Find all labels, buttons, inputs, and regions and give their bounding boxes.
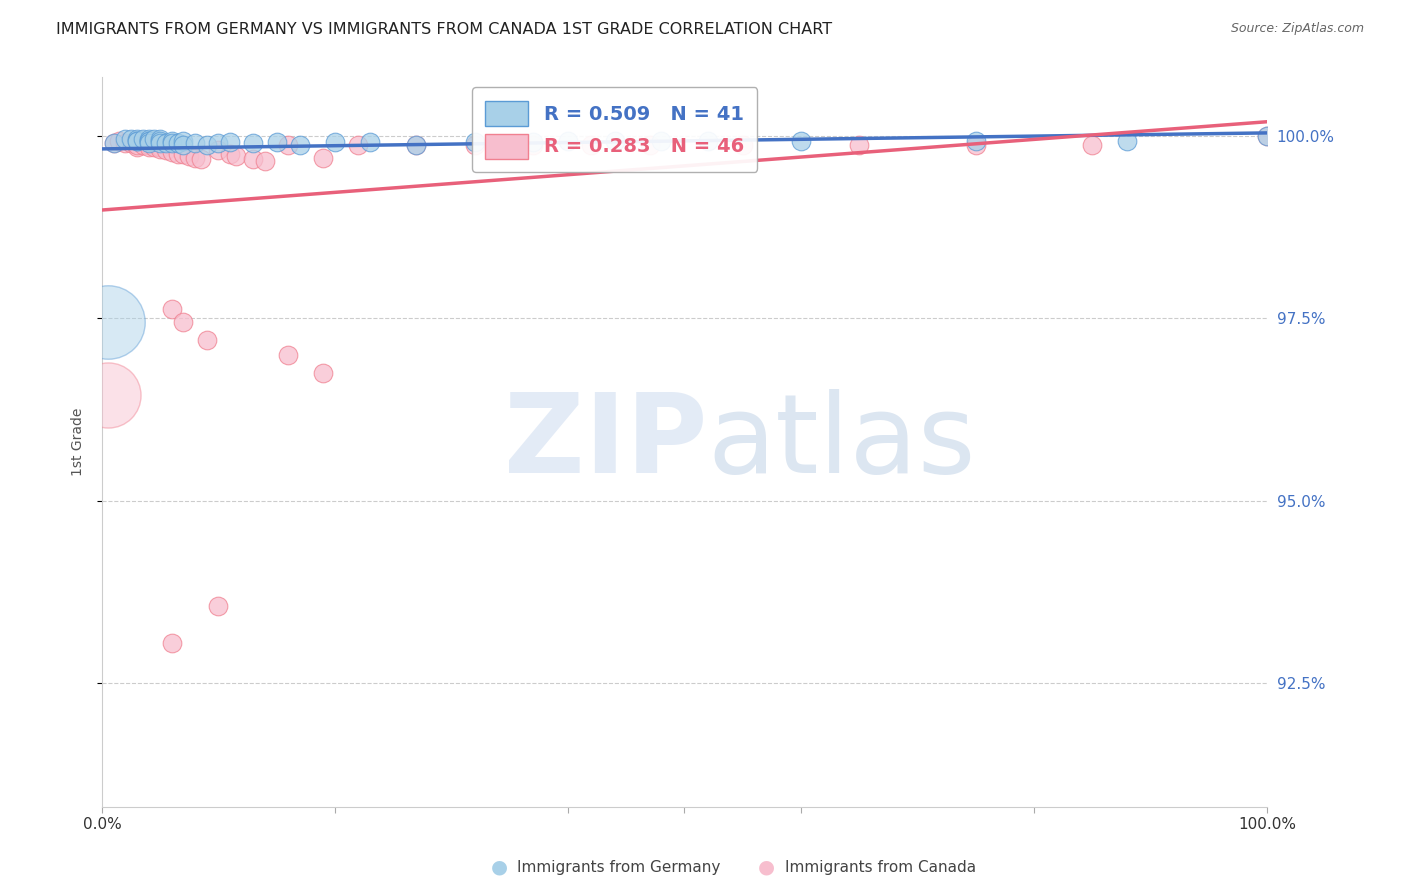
Point [160,136,183,150]
Point [347,137,370,152]
Text: Immigrants from Canada: Immigrants from Canada [785,860,976,874]
Point [696,134,718,148]
Point [172,315,194,329]
Point [312,366,335,380]
Point [207,599,229,614]
Point [103,136,125,150]
Point [138,134,160,148]
Point [149,134,172,148]
Point [288,137,311,152]
Point [359,135,381,149]
Point [522,137,544,152]
Point [125,137,148,152]
Point [1081,137,1104,152]
Point [405,137,427,152]
Point [731,137,754,152]
Point [1116,134,1139,148]
Point [166,147,188,161]
Point [108,134,131,148]
Point [848,137,870,152]
Text: ●: ● [758,857,775,877]
Point [266,135,288,149]
Point [184,136,207,150]
Point [219,147,242,161]
Point [114,132,136,146]
Point [138,136,160,150]
Text: IMMIGRANTS FROM GERMANY VS IMMIGRANTS FROM CANADA 1ST GRADE CORRELATION CHART: IMMIGRANTS FROM GERMANY VS IMMIGRANTS FR… [56,22,832,37]
Point [405,137,427,152]
Point [172,134,194,148]
Point [1256,128,1278,143]
Point [149,137,172,152]
Y-axis label: 1st Grade: 1st Grade [72,408,86,476]
Point [103,136,125,150]
Point [149,142,172,156]
Point [464,137,486,152]
Point [120,136,142,150]
Point [323,135,346,149]
Point [638,137,661,152]
Point [160,134,183,148]
Point [179,149,201,163]
Point [143,140,166,154]
Point [149,140,172,154]
Point [149,136,172,150]
Point [160,145,183,159]
Point [138,137,160,152]
Point [277,348,299,362]
Point [225,149,247,163]
Text: Source: ZipAtlas.com: Source: ZipAtlas.com [1230,22,1364,36]
Point [125,134,148,148]
Point [172,147,194,161]
Legend: R = 0.509   N = 41, R = 0.283   N = 46: R = 0.509 N = 41, R = 0.283 N = 46 [471,87,758,172]
Point [790,134,813,148]
Point [190,152,212,166]
Point [184,151,207,165]
Text: ●: ● [491,857,508,877]
Text: atlas: atlas [707,389,976,496]
Point [207,144,229,158]
Point [149,132,172,146]
Point [965,137,987,152]
Point [464,135,486,149]
Point [97,388,120,402]
Point [155,144,177,158]
Point [242,152,264,166]
Point [97,315,120,329]
Point [160,636,183,650]
Point [195,333,218,347]
Point [253,154,276,169]
Point [242,136,264,150]
Point [131,132,153,146]
Text: ZIP: ZIP [505,389,707,496]
Point [603,134,626,148]
Point [207,136,229,150]
Point [114,136,136,150]
Point [138,134,160,148]
Point [131,137,153,152]
Point [557,134,579,148]
Point [195,137,218,152]
Point [160,302,183,317]
Point [277,137,299,152]
Point [125,132,148,146]
Point [138,132,160,146]
Text: Immigrants from Germany: Immigrants from Germany [517,860,721,874]
Point [166,136,188,150]
Point [581,137,603,152]
Point [650,134,672,148]
Point [143,136,166,150]
Point [522,135,544,149]
Point [219,135,242,149]
Point [965,134,987,148]
Point [155,136,177,150]
Point [125,140,148,154]
Point [1256,128,1278,143]
Point [125,134,148,148]
Point [138,140,160,154]
Point [172,137,194,152]
Point [312,151,335,165]
Point [120,132,142,146]
Point [143,132,166,146]
